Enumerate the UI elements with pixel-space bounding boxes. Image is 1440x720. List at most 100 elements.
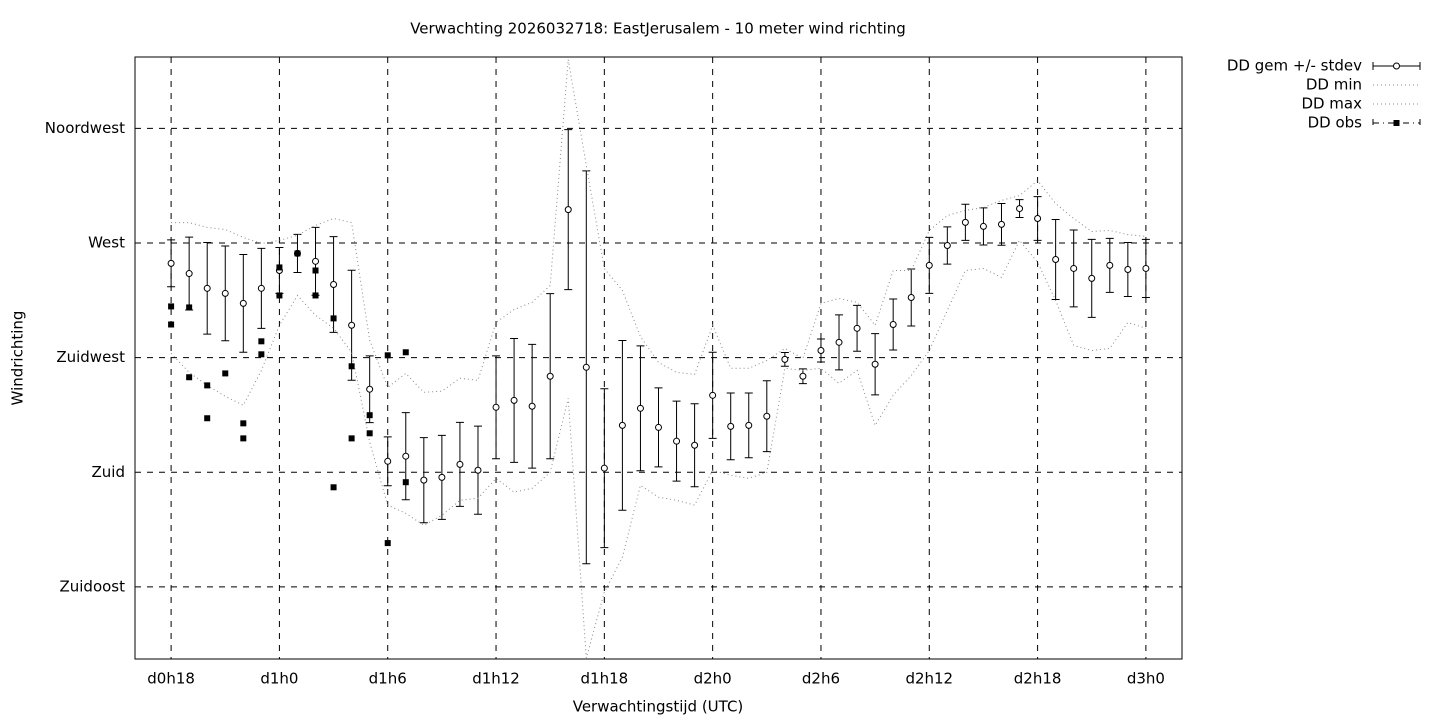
mean-point [835, 338, 843, 346]
obs-point [186, 374, 193, 381]
y-tick-label: Noordwest [45, 119, 125, 137]
mean-point [221, 289, 229, 297]
mean-point [474, 466, 482, 474]
mean-point [871, 360, 879, 368]
obs-point [384, 540, 391, 547]
obs-point [168, 321, 175, 328]
obs-point [240, 420, 247, 427]
x-axis-label: Verwachtingstijd (UTC) [573, 698, 744, 716]
mean-point [907, 293, 915, 301]
y-tick-label: Zuid [92, 463, 125, 481]
mean-point [348, 321, 356, 329]
chart-title: Verwachting 2026032718: EastJerusalem - … [410, 20, 906, 38]
mean-point [582, 363, 590, 371]
mean-point [925, 261, 933, 269]
obs-point [186, 304, 193, 311]
mean-point [799, 372, 807, 380]
range-line [170, 239, 1147, 659]
mean-point [691, 441, 699, 449]
mean-point [889, 320, 897, 328]
mean-point [673, 437, 681, 445]
obs-point [294, 250, 301, 257]
obs-point [366, 412, 373, 419]
x-tick-label: d2h18 [1014, 670, 1062, 688]
mean-point [1052, 256, 1060, 264]
legend-label: DD gem +/- stdev [1227, 57, 1362, 75]
mean-point [510, 396, 518, 404]
obs-point [204, 382, 211, 389]
mean-point [384, 457, 392, 465]
x-tick-label: d2h6 [802, 670, 840, 688]
mean-point [817, 346, 825, 354]
mean-point [312, 257, 320, 265]
x-tick-label: d1h6 [369, 670, 407, 688]
mean-point [1016, 205, 1024, 213]
mean-point [402, 452, 410, 460]
obs-point [240, 435, 247, 442]
mean-point [781, 355, 789, 363]
mean-point [1034, 215, 1042, 223]
mean-point [1088, 274, 1096, 282]
mean-point [528, 402, 536, 410]
mean-point [167, 259, 175, 267]
mean-point [655, 423, 662, 431]
mean-point [943, 242, 951, 250]
mean-point [492, 403, 500, 411]
obs-point [168, 303, 175, 310]
x-tick-label: d3h0 [1127, 670, 1165, 688]
mean-point [979, 222, 987, 230]
mean-point [709, 391, 717, 399]
y-tick-label: West [88, 233, 125, 251]
legend-swatch [1372, 119, 1421, 127]
obs-point [384, 352, 391, 359]
mean-point [456, 460, 464, 468]
obs-point [222, 370, 229, 377]
obs-point [366, 430, 373, 437]
obs-point [276, 292, 283, 299]
mean-point [727, 422, 735, 430]
obs-point [348, 363, 355, 370]
obs-point [312, 292, 319, 299]
mean-point [961, 218, 969, 226]
legend-swatch [1393, 62, 1400, 70]
obs-point [402, 479, 409, 486]
x-tick-label: d0h18 [147, 670, 195, 688]
obs-point [348, 435, 355, 442]
mean-point [438, 473, 446, 481]
legend-label: DD max [1301, 95, 1362, 113]
mean-point [997, 220, 1005, 228]
mean-point [1070, 264, 1078, 272]
mean-point [330, 281, 338, 289]
obs-point [258, 351, 265, 358]
x-tick-label: d1h18 [581, 670, 629, 688]
obs-point [204, 415, 211, 422]
mean-point [853, 324, 861, 332]
mean-point [1142, 264, 1150, 272]
x-tick-label: d2h0 [694, 670, 732, 688]
mean-point [366, 385, 374, 393]
obs-point [312, 267, 319, 274]
y-axis-label: Windrichting [9, 311, 27, 406]
obs-point [330, 315, 337, 322]
x-tick-label: d1h12 [472, 670, 520, 688]
mean-point [257, 284, 265, 292]
y-tick-label: Zuidoost [59, 577, 125, 595]
legend-label: DD obs [1308, 114, 1363, 132]
obs-point [276, 264, 283, 271]
mean-point [564, 206, 572, 214]
obs-point [402, 349, 409, 356]
x-tick-label: d1h0 [260, 670, 298, 688]
mean-point [636, 404, 644, 412]
mean-point [763, 412, 771, 420]
mean-point [745, 421, 753, 429]
plot-frame [134, 56, 1183, 660]
mean-point [600, 464, 608, 472]
obs-point [330, 484, 337, 491]
mean-point [185, 270, 193, 278]
mean-point [546, 372, 554, 380]
mean-point [1106, 261, 1114, 269]
x-tick-label: d2h12 [905, 670, 953, 688]
mean-point [203, 284, 211, 292]
